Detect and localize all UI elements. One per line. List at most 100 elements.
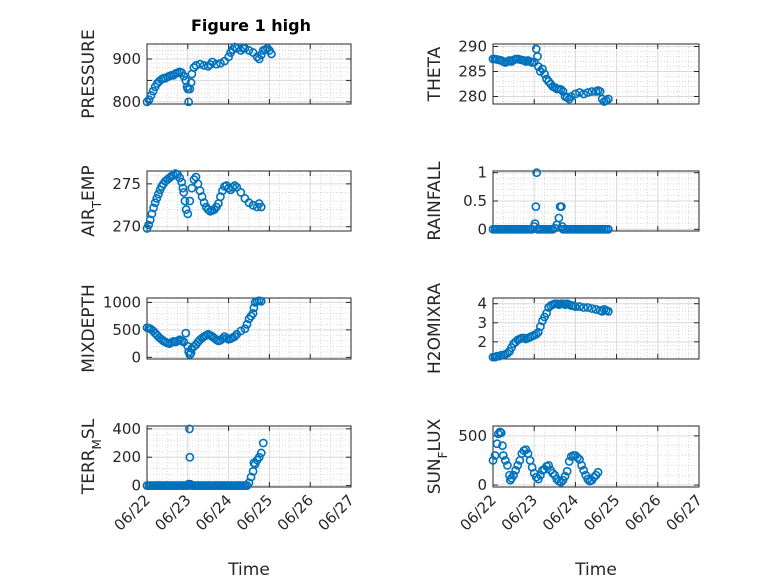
data-point: [556, 85, 566, 94]
data-point: [533, 52, 542, 61]
data-point: [540, 69, 549, 79]
data-point: [150, 198, 160, 208]
data-point: [492, 439, 502, 449]
y-tick-label: 270: [112, 218, 141, 236]
y-tick-label: 1000: [103, 293, 141, 311]
data-point: [535, 470, 545, 480]
y-tick-label: 400: [112, 420, 141, 438]
y-tick-label: 275: [112, 175, 141, 193]
data-point: [571, 302, 580, 311]
y-axis-label: PRESSURE: [79, 29, 99, 118]
data-point: [142, 97, 152, 107]
data-point: [511, 465, 521, 475]
data-point: [152, 194, 162, 203]
data-point: [554, 213, 564, 223]
y-axis-label: SUNFLUX: [425, 418, 450, 494]
data-point: [503, 348, 512, 358]
y-tick-label: 0: [477, 476, 487, 494]
y-axis-label: MIXDEPTH: [79, 284, 99, 373]
figure-title: Figure 1 high: [191, 16, 311, 35]
x-tick-label: 06/26: [274, 491, 317, 534]
data-point: [601, 96, 611, 105]
data-point: [556, 202, 566, 212]
data-point: [228, 182, 238, 192]
x-tick-label: 06/26: [621, 491, 664, 534]
data-point: [267, 49, 276, 59]
data-point: [571, 89, 580, 99]
data-point: [185, 196, 195, 206]
data-series: [142, 296, 266, 359]
data-point: [230, 332, 240, 341]
data-point: [258, 438, 268, 448]
data-point: [254, 452, 264, 462]
y-axis-label: THETA: [425, 46, 445, 102]
x-tick-label: 06/23: [498, 491, 541, 534]
data-point: [236, 188, 246, 197]
data-point: [603, 306, 613, 316]
data-point: [218, 334, 227, 344]
data-point: [544, 460, 554, 470]
data-point: [603, 224, 613, 234]
data-point: [256, 296, 266, 306]
data-point: [535, 322, 545, 331]
data-point: [177, 177, 187, 187]
y-tick-label: 3: [477, 314, 487, 332]
x-axis-label: Time: [227, 560, 270, 580]
data-point: [579, 89, 589, 99]
subplot-rainfall: 0 0.5 1 RAINFALL: [425, 161, 700, 241]
x-tick-label: 06/23: [151, 491, 194, 534]
data-series: [142, 424, 268, 490]
data-point: [503, 460, 512, 470]
data-point: [146, 91, 156, 100]
y-axis-label: AIRTEMP: [79, 165, 104, 236]
data-point: [199, 198, 209, 208]
data-series: [142, 169, 266, 233]
data-point: [230, 181, 240, 190]
data-point: [496, 428, 506, 438]
data-point: [593, 467, 603, 477]
major-grid: [147, 171, 351, 231]
data-point: [583, 303, 593, 312]
subplot-air-temp: 270 275 AIRTEMP: [79, 165, 352, 237]
data-point: [564, 457, 574, 466]
x-tick-label: 06/22: [111, 491, 154, 534]
data-point: [248, 308, 258, 318]
data-point: [183, 209, 193, 219]
data-point: [250, 459, 260, 469]
data-point: [575, 88, 584, 97]
data-point: [187, 183, 197, 193]
data-point: [577, 460, 586, 470]
y-tick-label: 0: [477, 220, 487, 238]
data-point: [579, 465, 589, 475]
data-point: [184, 97, 194, 107]
y-tick-label: 200: [112, 448, 141, 466]
data-point: [513, 460, 523, 470]
y-tick-label: 280: [458, 88, 487, 106]
data-point: [147, 209, 157, 219]
data-point: [178, 183, 188, 193]
data-point: [195, 59, 205, 69]
data-point: [224, 52, 233, 62]
data-point: [531, 329, 541, 339]
y-tick-label: 800: [112, 93, 141, 111]
data-point: [573, 453, 582, 462]
data-point: [490, 451, 500, 460]
data-point: [154, 189, 163, 199]
data-point: [562, 466, 572, 476]
data-point: [509, 470, 518, 480]
data-point: [558, 87, 568, 96]
x-tick-label: 06/27: [315, 491, 358, 534]
x-tick-label: 06/25: [580, 491, 623, 534]
data-point: [175, 173, 185, 183]
data-point: [587, 87, 597, 96]
y-tick-label: 0.5: [463, 192, 487, 210]
data-point: [186, 78, 196, 87]
data-point: [240, 324, 250, 334]
data-point: [560, 471, 570, 481]
data-point: [149, 203, 158, 213]
data-point: [495, 427, 505, 437]
data-point: [256, 202, 266, 212]
data-point: [531, 472, 541, 482]
